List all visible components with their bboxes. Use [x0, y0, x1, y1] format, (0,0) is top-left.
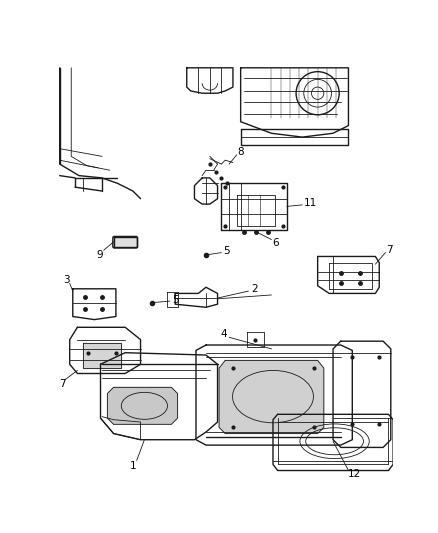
Text: 7: 7 — [59, 378, 65, 389]
Polygon shape — [107, 387, 177, 424]
Text: 8: 8 — [237, 147, 244, 157]
Text: 5: 5 — [172, 295, 179, 305]
Polygon shape — [83, 343, 121, 368]
Text: 3: 3 — [64, 276, 70, 285]
Text: 5: 5 — [223, 246, 230, 256]
FancyBboxPatch shape — [113, 237, 138, 248]
Text: 6: 6 — [272, 238, 279, 248]
Text: 7: 7 — [386, 245, 392, 255]
Text: 4: 4 — [220, 329, 227, 339]
Text: 12: 12 — [348, 470, 361, 479]
Text: 1: 1 — [130, 461, 136, 471]
Text: 2: 2 — [251, 284, 258, 294]
Text: 11: 11 — [304, 198, 317, 208]
Text: 9: 9 — [96, 250, 103, 260]
Polygon shape — [219, 360, 324, 433]
Polygon shape — [113, 237, 137, 247]
